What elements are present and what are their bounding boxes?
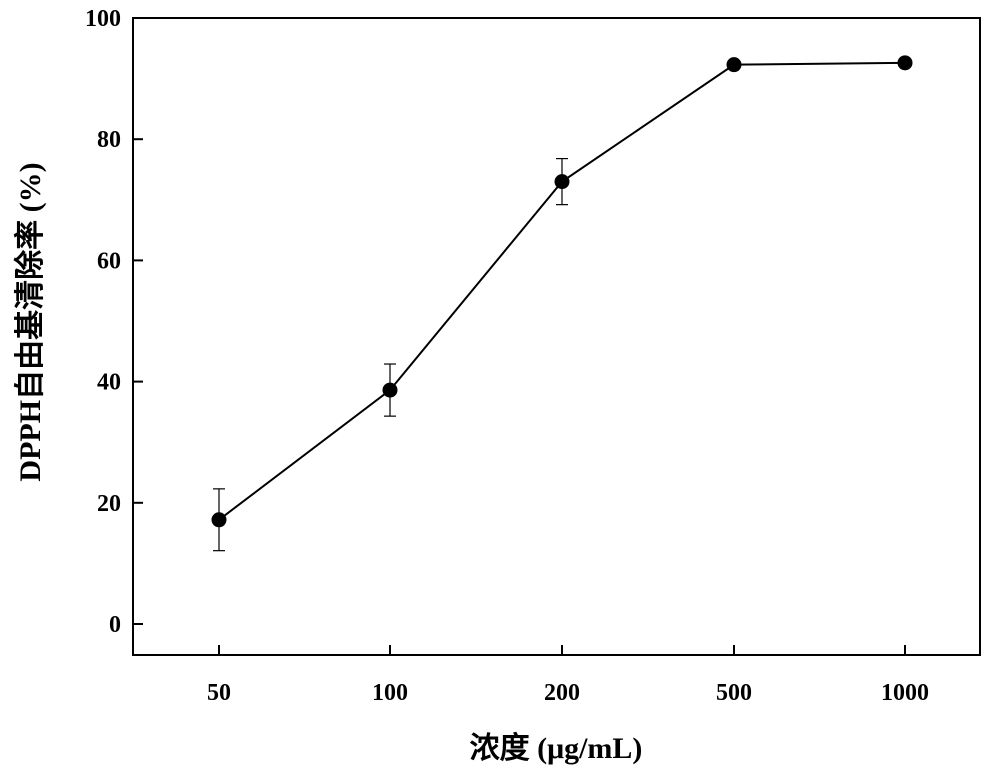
data-point <box>898 55 913 70</box>
y-tick-label: 60 <box>97 248 121 274</box>
y-tick-label: 0 <box>109 612 121 638</box>
x-tick-label: 200 <box>544 680 580 706</box>
y-tick-label: 80 <box>97 127 121 153</box>
x-tick-label: 50 <box>207 680 231 706</box>
y-tick-label: 20 <box>97 491 121 517</box>
series-layer <box>212 55 913 550</box>
data-point <box>212 512 227 527</box>
x-tick-label: 1000 <box>881 680 929 706</box>
y-axis: 0 20 40 60 80 100 <box>85 6 143 638</box>
plot-frame <box>133 18 980 655</box>
x-axis-title: 浓度 (μg/mL) <box>470 732 643 765</box>
data-point <box>383 383 398 398</box>
y-tick-label: 100 <box>85 6 121 32</box>
x-tick-label: 500 <box>716 680 752 706</box>
y-axis-title: DPPH自由基清除率 (%) <box>13 162 47 481</box>
data-point <box>555 174 570 189</box>
x-tick-label: 100 <box>372 680 408 706</box>
data-point <box>727 57 742 72</box>
y-tick-label: 40 <box>97 370 121 396</box>
series-line <box>219 63 905 520</box>
